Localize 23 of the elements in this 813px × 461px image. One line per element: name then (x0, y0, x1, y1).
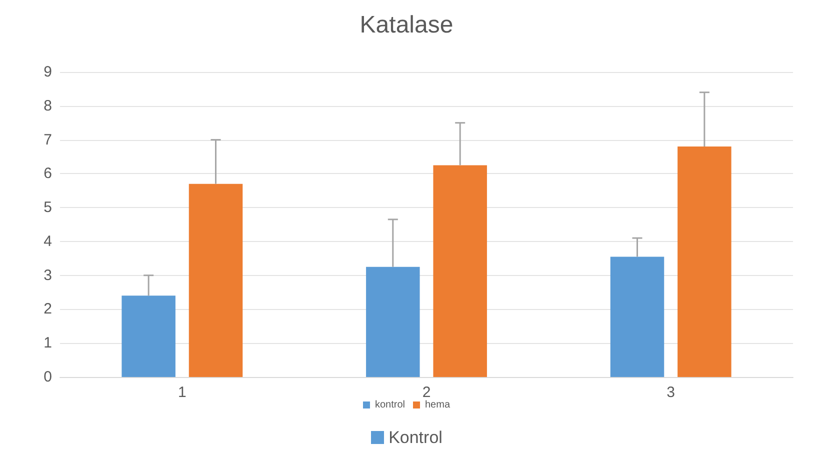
bar (122, 296, 176, 377)
bar (366, 266, 420, 377)
x-tick-label: 1 (178, 384, 186, 401)
bar (678, 146, 732, 377)
x-tick-label: 3 (666, 384, 676, 401)
y-tick-label: 4 (44, 232, 52, 250)
bar (610, 256, 664, 377)
y-tick-label: 3 (44, 266, 52, 284)
y-tick-label: 6 (44, 165, 52, 182)
bar (188, 184, 243, 377)
y-tick-label: 8 (44, 97, 52, 114)
y-tick-label: 2 (44, 300, 52, 318)
y-tick-label: 5 (44, 199, 52, 216)
x-tick-label: 2 (422, 384, 431, 401)
y-tick-label: 9 (44, 64, 52, 80)
text: Kontrol (388, 428, 444, 448)
y-tick-label: 1 (44, 334, 52, 352)
y-tick-label: 7 (44, 131, 52, 148)
legend-label: hema (425, 400, 450, 410)
legend-label: kontrol (374, 400, 405, 410)
bar (433, 165, 487, 377)
y-tick-label: 0 (44, 368, 52, 386)
chart-title: Katalase (360, 12, 454, 38)
